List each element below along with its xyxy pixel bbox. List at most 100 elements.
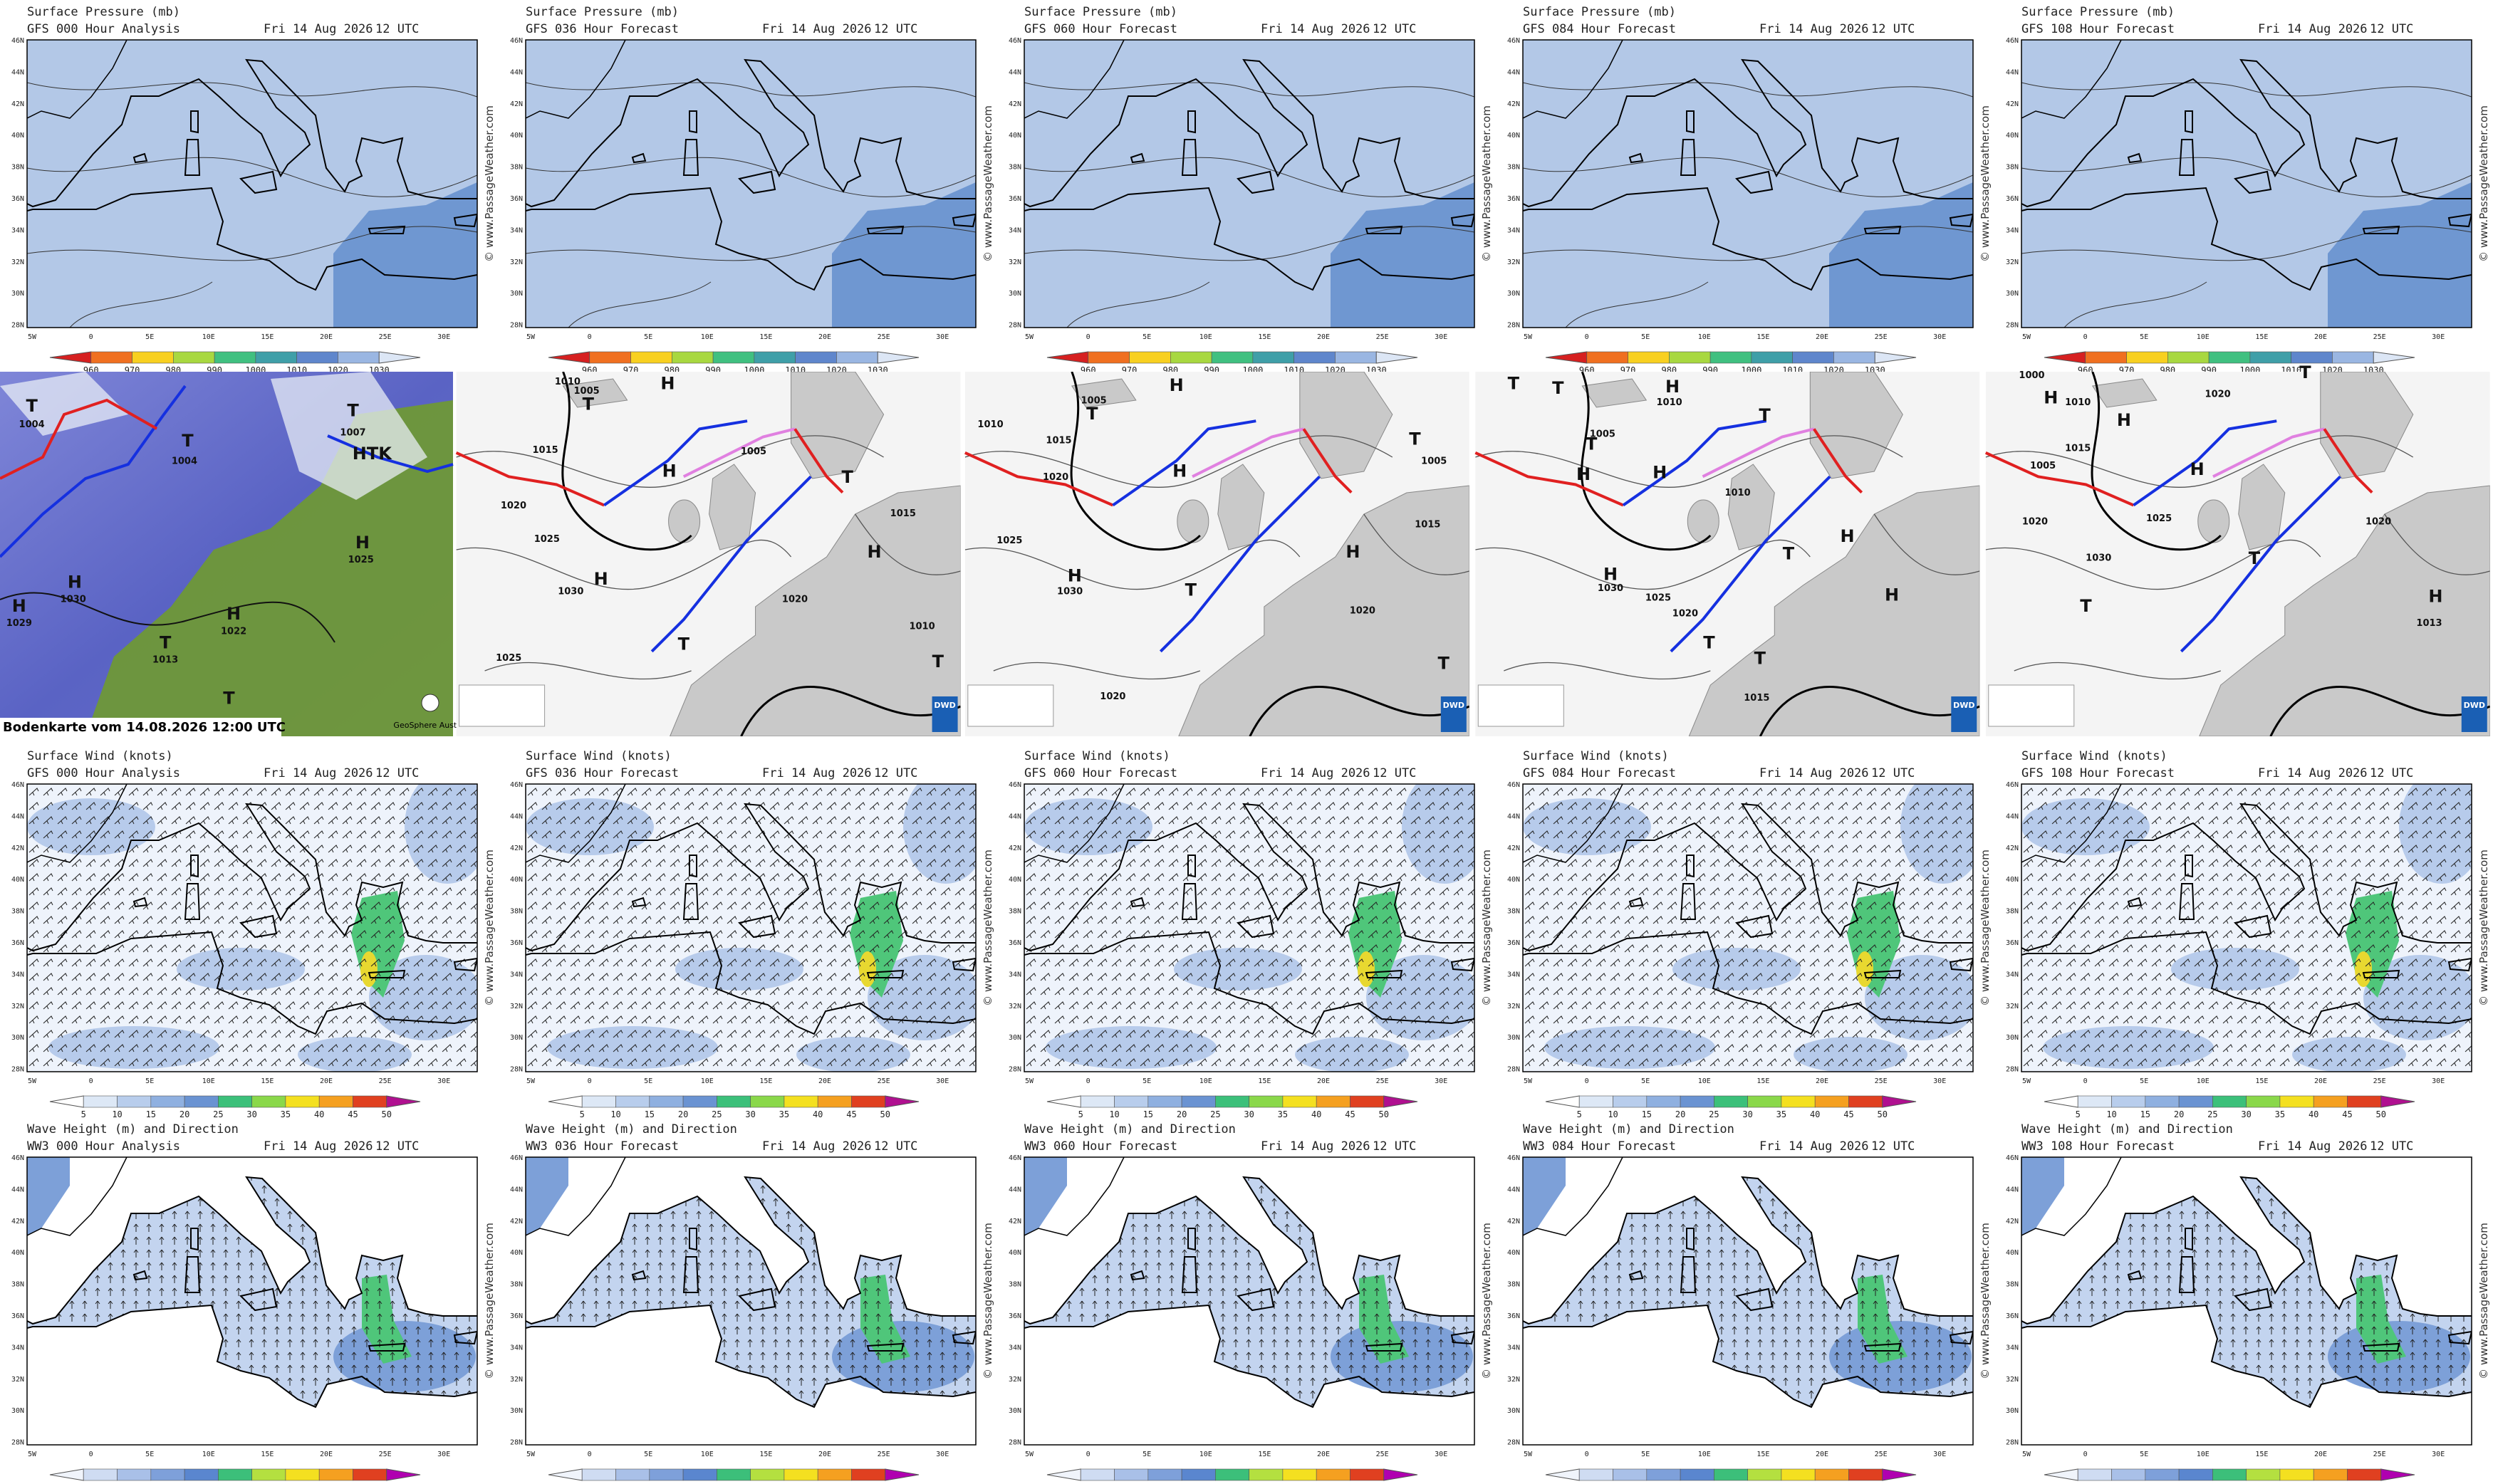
pressure-label: 1030	[1598, 583, 1623, 594]
pressure-label: 1010	[555, 377, 581, 387]
pressure-label: 1025	[348, 555, 374, 565]
logo-box	[2461, 696, 2487, 732]
latitude-label: 36N	[2006, 1312, 2019, 1320]
time-label: 12 UTC	[375, 766, 419, 780]
colorbar-segment	[1249, 1095, 1284, 1108]
watermark: © www.PassageWeather.com	[1480, 105, 1493, 262]
colorbar-segment	[353, 1095, 387, 1108]
pressure-label: 1020	[2022, 516, 2048, 527]
colorbar-segment	[184, 1468, 219, 1481]
latitude-label: 30N	[1009, 1407, 1021, 1415]
pressure-label: 1005	[741, 446, 766, 457]
colorbar-segment	[615, 1468, 650, 1481]
colorbar-segment	[2208, 351, 2251, 364]
pressure-label: H	[660, 374, 675, 394]
colorbar-segment	[1294, 351, 1336, 364]
colorbar-segment	[2347, 1468, 2382, 1481]
pressure-label: 1025	[534, 534, 560, 545]
pressure-label: 1030	[61, 595, 86, 605]
map-panel: Surface Pressure (mb) GFS 084 Hour Foreca…	[1507, 5, 1992, 375]
map-panel: Wave Height (m) and Direction WW3 084 Hou…	[1507, 1122, 1992, 1484]
longitude-label: 30E	[437, 1077, 450, 1085]
logo: DWD	[1953, 701, 1974, 710]
panel-title: Wave Height (m) and Direction	[1523, 1122, 1734, 1136]
longitude-label: 5E	[1143, 1451, 1151, 1458]
colorbar-end	[49, 1095, 84, 1108]
latitude-label: 44N	[1009, 1186, 1021, 1193]
longitude-label: 20E	[320, 1077, 333, 1085]
colorbar-segment	[1792, 351, 1834, 364]
longitude-label: 0	[588, 333, 592, 341]
colorbar-label: 0.5	[1107, 1483, 1123, 1484]
colorbar-segment	[1350, 1095, 1385, 1108]
colorbar-segment	[2077, 1095, 2112, 1108]
front	[1302, 428, 1353, 494]
run-label: GFS 000 Hour Analysis	[27, 766, 180, 780]
longitude-label: 5W	[2022, 1077, 2031, 1085]
panel-title: Wave Height (m) and Direction	[1024, 1122, 1236, 1136]
colorbar-segment	[1747, 1095, 1782, 1108]
longitude-label: 20E	[320, 333, 333, 341]
map-panel: Surface Wind (knots) GFS 108 Hour Forecas…	[2006, 749, 2490, 1119]
pressure-label: T	[1754, 649, 1766, 669]
longitude-label: 30E	[1435, 333, 1447, 341]
map	[1024, 1157, 1474, 1445]
colorbar-end	[548, 351, 590, 364]
longitude-label: 30E	[1435, 1451, 1447, 1458]
longitude-label: 10E	[1199, 333, 1212, 341]
colorbar-label: 15	[2140, 1109, 2150, 1119]
watermark: © www.PassageWeather.com	[483, 105, 496, 262]
latitude-label: 34N	[2006, 226, 2019, 234]
map	[27, 40, 477, 328]
watermark: © www.PassageWeather.com	[1979, 1223, 1992, 1379]
colorbar-label: 25	[1210, 1109, 1220, 1119]
longitude-label: 10E	[1199, 1451, 1212, 1458]
longitude-label: 0	[1086, 1077, 1091, 1085]
colorbar-label: 40	[2309, 1109, 2318, 1119]
colorbar-segment	[2178, 1468, 2213, 1481]
longitude-label: 0	[588, 1451, 592, 1458]
front	[793, 428, 844, 494]
colorbar-segment	[1282, 1095, 1317, 1108]
colorbar-label: 5	[580, 1109, 585, 1119]
longitude-label: 5W	[1025, 1077, 1034, 1085]
colorbar-segment	[251, 1468, 286, 1481]
longitude-label: 10E	[701, 1451, 714, 1458]
latitude-label: 42N	[2006, 1218, 2019, 1226]
latitude-label: 38N	[2006, 908, 2019, 916]
run-label: WW3 000 Hour Analysis	[27, 1139, 180, 1154]
pressure-label: H	[1603, 564, 1618, 584]
forecast-chart: 10101005TH10151020H1025H10301005TH101510…	[455, 372, 961, 736]
map-frame	[1024, 783, 1475, 1072]
map	[1024, 40, 1474, 328]
longitude-label: 0	[89, 1451, 93, 1458]
latitude-label: 42N	[510, 1218, 523, 1226]
colorbar-segment	[1211, 351, 1254, 364]
colorbar-segment	[1578, 1095, 1613, 1108]
colorbar-end	[386, 1095, 421, 1108]
colorbar-label: 15	[1143, 1109, 1153, 1119]
time-label: 12 UTC	[1871, 766, 1915, 780]
colorbar-segment	[1646, 1095, 1681, 1108]
watermark: © www.PassageWeather.com	[1480, 850, 1493, 1006]
date-label: Fri 14 Aug 2026	[1759, 766, 1869, 780]
latitude-label: 28N	[2006, 1066, 2019, 1074]
time-label: 12 UTC	[1871, 22, 1915, 36]
latitude-label: 40N	[2006, 1249, 2019, 1257]
latitude-label: 44N	[1507, 68, 1520, 76]
latitude-label: 42N	[11, 1218, 24, 1226]
colorbar-end	[877, 351, 920, 364]
colorbar-label: 35	[1776, 1109, 1786, 1119]
front	[455, 451, 605, 507]
colorbar-label: 1	[647, 1483, 652, 1484]
longitude-label: 0	[1086, 333, 1091, 341]
longitude-label: 0	[588, 1077, 592, 1085]
time-label: 12 UTC	[1871, 1139, 1915, 1154]
map-frame	[525, 783, 977, 1072]
time-label: 12 UTC	[2370, 22, 2413, 36]
longitude-label: 25E	[1376, 1077, 1389, 1085]
colorbar-label: 4	[781, 1483, 786, 1484]
pressure-label: T	[1586, 434, 1598, 454]
pressure-label: T	[1185, 580, 1197, 600]
latitude-label: 30N	[510, 1407, 523, 1415]
